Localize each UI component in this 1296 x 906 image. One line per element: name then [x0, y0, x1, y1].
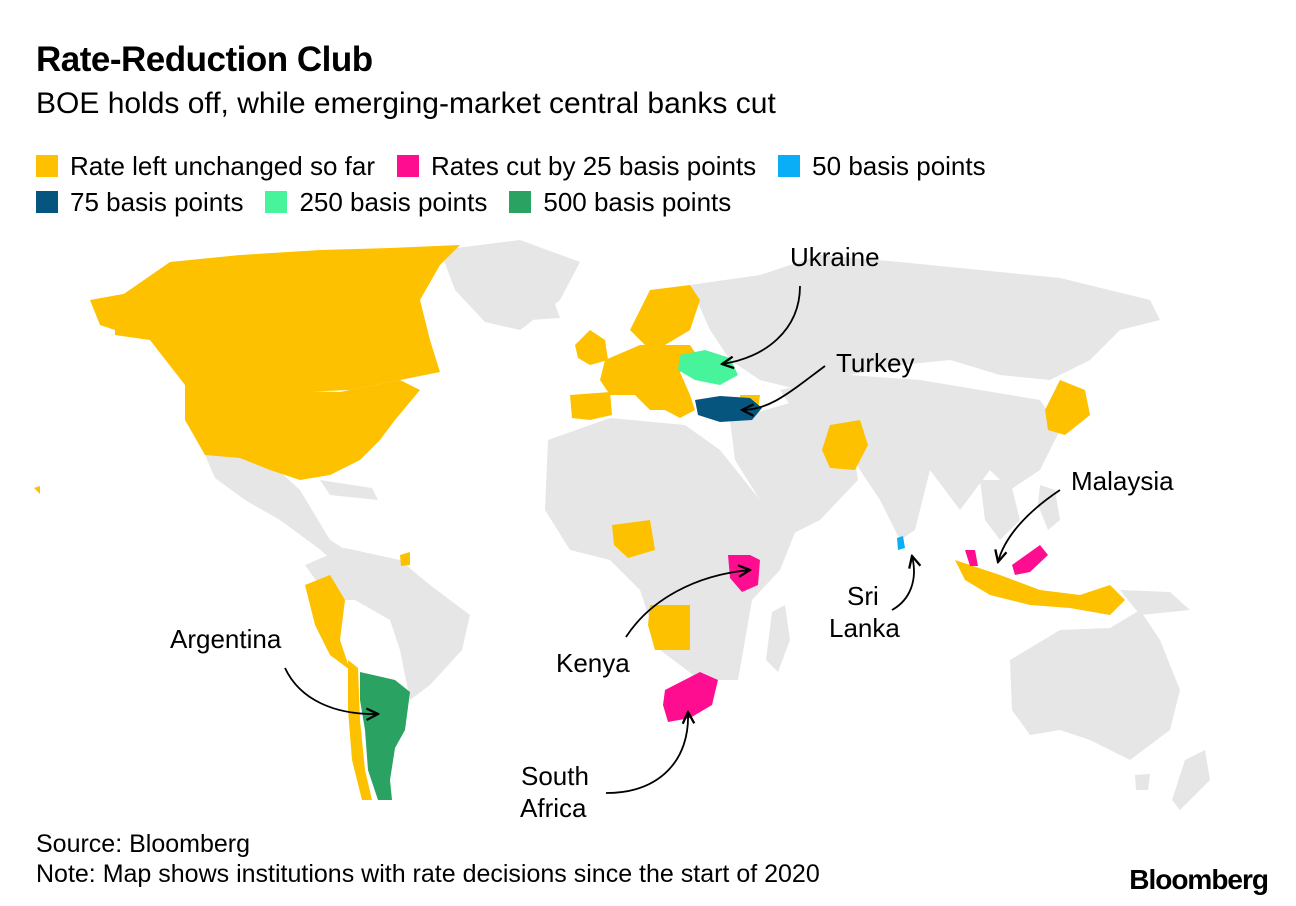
legend-item-cut50: 50 basis points — [778, 150, 986, 182]
callout-label-kenya: Kenya — [556, 648, 630, 678]
region-south-africa — [663, 672, 718, 722]
unchanged-regions — [34, 245, 1125, 800]
land-iceland — [525, 304, 560, 320]
land-mexico-central-america — [205, 455, 362, 575]
callout-line-malaysia — [998, 489, 1061, 562]
chart-subtitle: BOE holds off, while emerging-market cen… — [36, 87, 776, 120]
legend-item-unchanged: Rate left unchanged so far — [36, 151, 375, 182]
region-malaysia-borneo — [1012, 545, 1048, 575]
legend-label-cut50: 50 basis points — [812, 150, 986, 181]
region-peru-colombia — [305, 575, 350, 670]
source-note: Source: Bloomberg — [36, 830, 251, 858]
legend-item-cut75: 75 basis points — [36, 187, 243, 218]
land-africa — [545, 418, 800, 680]
land-madagascar — [766, 605, 790, 672]
legend-swatch-cut250 — [265, 191, 288, 213]
region-chile — [348, 660, 372, 800]
callout-line-turkey — [742, 365, 826, 410]
region-malaysia-peninsular — [965, 550, 978, 566]
region-europe — [600, 345, 700, 410]
legend-swatch-cut500 — [509, 191, 532, 213]
region-canada — [115, 245, 460, 392]
region-angola — [648, 605, 690, 650]
land-philippines — [1038, 485, 1060, 530]
region-greece-balkans — [660, 395, 695, 418]
callout-label-south-africa-2: Africa — [520, 793, 587, 823]
callout-line-south-africa — [605, 712, 688, 794]
callout-label-malaysia: Malaysia — [1071, 466, 1174, 496]
region-uk-ireland — [575, 330, 608, 365]
region-iberia — [570, 392, 612, 420]
land-southeast-asia — [980, 480, 1020, 540]
callout-label-argentina: Argentina — [170, 624, 282, 654]
callout-line-ukraine — [722, 285, 801, 364]
chart-title: Rate-Reduction Club — [36, 40, 373, 79]
region-guatemala — [400, 552, 410, 566]
legend-label-cut25: Rates cut by 25 basis points — [430, 150, 757, 181]
region-japan — [1045, 380, 1090, 435]
land-south-america-north — [305, 548, 470, 700]
callout-lines — [284, 285, 1061, 794]
legend-label-cut500: 500 basis points — [543, 186, 732, 217]
legend: Rate left unchanged so far Rates cut by … — [36, 148, 1256, 220]
region-argentina — [360, 672, 410, 800]
land-caribbean — [320, 480, 378, 500]
region-alaska — [90, 290, 160, 335]
region-hawaii — [34, 486, 40, 494]
region-pakistan — [822, 420, 868, 470]
callout-line-kenya — [625, 570, 750, 638]
legend-swatch-cut50 — [778, 155, 801, 177]
land-middle-east — [730, 400, 858, 540]
legend-item-cut500: 500 basis points — [509, 187, 731, 218]
legend-row-1: Rate left unchanged so far Rates cut by … — [36, 148, 1256, 184]
legend-label-cut75: 75 basis points — [70, 186, 244, 217]
callout-label-ukraine: Ukraine — [790, 242, 880, 272]
callout-label-sri-lanka-1: Sri — [847, 581, 879, 611]
region-usa — [185, 380, 420, 480]
legend-item-cut25: Rates cut by 25 basis points — [396, 150, 757, 182]
callout-line-sri-lanka — [891, 556, 914, 611]
region-nordics — [630, 285, 700, 345]
callout-label-south-africa-1: South — [521, 761, 589, 791]
callout-label-sri-lanka-2: Lanka — [829, 613, 900, 643]
land-new-zealand — [1172, 750, 1210, 810]
footnote: Note: Map shows institutions with rate d… — [36, 860, 820, 888]
legend-label-unchanged: Rate left unchanged so far — [70, 150, 375, 181]
land-australia — [1010, 610, 1180, 760]
land-russia-asia — [690, 255, 1160, 390]
legend-row-2: 75 basis points 250 basis points 500 bas… — [36, 184, 1256, 220]
land-central-south-asia — [780, 375, 1060, 540]
region-nigeria — [612, 520, 655, 558]
land-tasmania — [1135, 774, 1150, 790]
legend-swatch-unchanged — [36, 155, 58, 177]
region-indonesia — [955, 560, 1125, 615]
land-papua — [1120, 590, 1190, 615]
legend-swatch-cut25 — [396, 155, 419, 177]
legend-swatch-cut75 — [36, 191, 58, 213]
legend-label-cut250: 250 basis points — [299, 186, 488, 217]
land-background — [205, 240, 1210, 810]
callout-line-argentina — [284, 667, 378, 714]
bloomberg-logo: Bloomberg — [1129, 864, 1269, 895]
legend-item-cut250: 250 basis points — [265, 187, 487, 218]
region-sri-lanka — [897, 536, 905, 550]
callout-label-turkey: Turkey — [836, 348, 915, 378]
